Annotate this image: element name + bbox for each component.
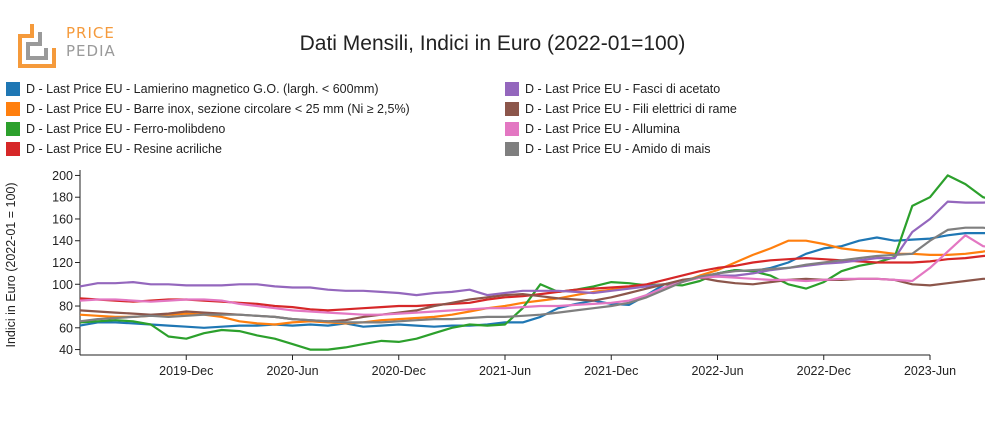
legend-label: D - Last Price EU - Amido di mais: [525, 142, 711, 156]
x-tick-label: 2022-Jun: [691, 364, 743, 378]
y-tick-label: 160: [52, 212, 73, 226]
legend-swatch: [505, 142, 519, 156]
legend-item-5: D - Last Price EU - Fasci di acetato: [505, 80, 720, 98]
legend-item-6: D - Last Price EU - Fili elettrici di ra…: [505, 100, 737, 118]
legend-swatch: [505, 82, 519, 96]
legend-item-3: D - Last Price EU - Ferro-molibdeno: [6, 120, 225, 138]
x-tick-label: 2022-Dec: [797, 364, 851, 378]
y-tick-label: 120: [52, 256, 73, 270]
y-axis-label: Indici in Euro (2022-01 = 100): [4, 182, 18, 347]
logo-text-pedia: PEDIA: [66, 42, 116, 60]
x-tick-label: 2020-Dec: [372, 364, 426, 378]
x-tick-label: 2021-Dec: [584, 364, 638, 378]
pricepedia-logo-mark: [18, 24, 56, 68]
y-tick-label: 60: [59, 321, 73, 335]
x-tick-label: 2020-Jun: [266, 364, 318, 378]
series-line-7: [79, 234, 985, 316]
legend-label: D - Last Price EU - Resine acriliche: [26, 142, 222, 156]
legend-swatch: [6, 102, 20, 116]
legend-item-7: D - Last Price EU - Allumina: [505, 120, 680, 138]
legend-item-4: D - Last Price EU - Resine acriliche: [6, 140, 222, 158]
legend-label: D - Last Price EU - Barre inox, sezione …: [26, 102, 410, 116]
x-tick-label: 2021-Jun: [479, 364, 531, 378]
logo-mark-inner: [26, 32, 48, 60]
chart-axes: 40 60 80 100 120 140 160 180 200 2019-Dec 2020-Jun…: [52, 169, 956, 378]
series-line-5: [79, 200, 985, 297]
chart-title: Dati Mensili, Indici in Euro (2022-01=10…: [299, 32, 686, 55]
legend-label: D - Last Price EU - Allumina: [525, 122, 680, 136]
legend-swatch: [6, 82, 20, 96]
y-tick-label: 180: [52, 191, 73, 205]
pricepedia-logo: PRICE PEDIA: [18, 22, 128, 68]
y-tick-label: 140: [52, 234, 73, 248]
y-tick-label: 40: [59, 343, 73, 357]
y-tick-label: 200: [52, 169, 73, 183]
legend-item-2: D - Last Price EU - Barre inox, sezione …: [6, 100, 410, 118]
series-line-2: [79, 239, 985, 326]
legend-label: D - Last Price EU - Fili elettrici di ra…: [525, 102, 737, 116]
chart-series-lines: [79, 174, 985, 351]
legend-label: D - Last Price EU - Lamierino magnetico …: [26, 82, 379, 96]
logo-text-price: PRICE: [66, 24, 115, 42]
legend-swatch: [505, 122, 519, 136]
legend-label: D - Last Price EU - Ferro-molibdeno: [26, 122, 226, 136]
x-tick-label: 2023-Jun: [904, 364, 956, 378]
legend-item-1: D - Last Price EU - Lamierino magnetico …: [6, 80, 379, 98]
y-tick-label: 100: [52, 278, 73, 292]
legend-swatch: [505, 102, 519, 116]
y-tick-label: 80: [59, 300, 73, 314]
x-tick-label: 2019-Dec: [159, 364, 213, 378]
series-line-1: [79, 232, 985, 329]
logo-mark-outer: [18, 24, 56, 68]
legend-swatch: [6, 142, 20, 156]
legend-item-8: D - Last Price EU - Amido di mais: [505, 140, 710, 158]
legend-swatch: [6, 122, 20, 136]
legend-label: D - Last Price EU - Fasci di acetato: [525, 82, 721, 96]
series-line-8: [79, 226, 985, 324]
